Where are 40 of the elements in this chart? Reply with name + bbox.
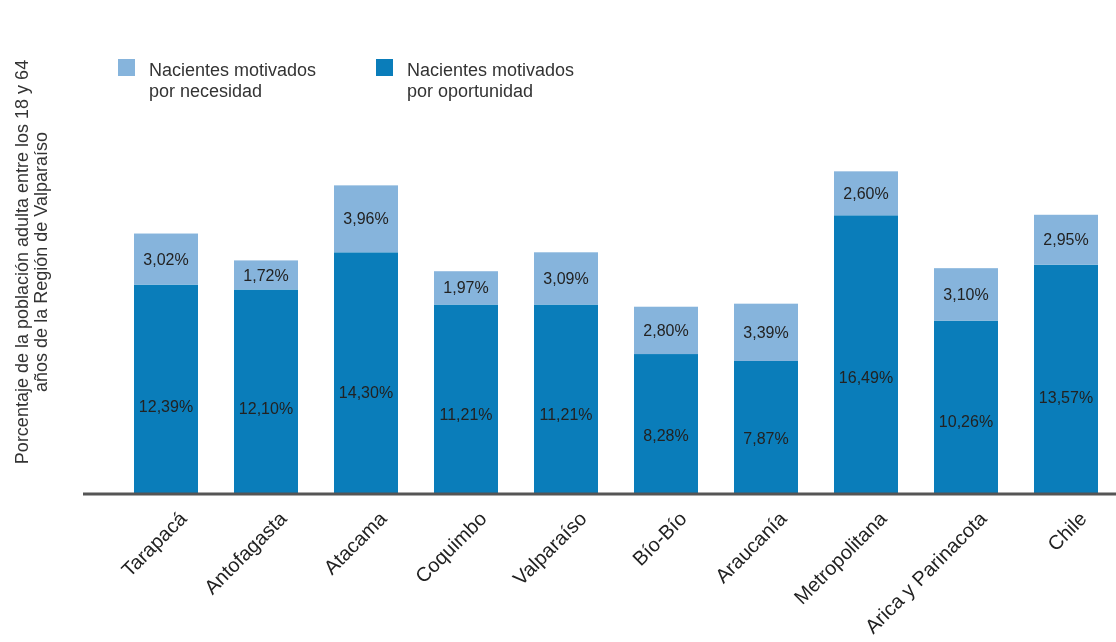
data-label: 2,95%: [1043, 231, 1089, 249]
y-axis-title: Porcentaje de la población adulta entre los 18 y 64 años de la Región de Valparaíso: [12, 59, 51, 465]
data-label: 3,96%: [343, 210, 389, 228]
bar: [234, 289, 298, 494]
bar: [134, 233, 198, 285]
data-label: 10,26%: [938, 412, 994, 430]
bar: [1034, 214, 1098, 265]
bar: [534, 304, 598, 494]
data-label: 3,10%: [943, 285, 989, 303]
data-label: 1,97%: [443, 279, 489, 297]
data-label: 14,30%: [338, 384, 394, 402]
bar: [734, 303, 798, 361]
bar: [334, 185, 398, 253]
data-label: 2,80%: [643, 321, 689, 339]
bar: [334, 252, 398, 494]
bar: [834, 215, 898, 494]
data-label: 7,87%: [743, 429, 789, 447]
data-label: 2,60%: [843, 184, 889, 202]
data-label: 1,72%: [243, 266, 289, 284]
bar: [534, 252, 598, 305]
bar: [934, 268, 998, 321]
bar: [1034, 264, 1098, 494]
bar: [134, 284, 198, 494]
data-label: 3,02%: [143, 250, 189, 268]
data-label: 12,39%: [138, 397, 194, 415]
legend-label: Nacientes motivados por necesidad: [149, 60, 317, 101]
data-label: 13,57%: [1038, 389, 1094, 407]
bar: [834, 171, 898, 216]
data-label: 12,10%: [238, 399, 294, 417]
data-label: 16,49%: [838, 368, 894, 386]
bar: [434, 304, 498, 494]
data-label: 11,21%: [539, 406, 593, 424]
legend-label: Nacientes motivados por oportunidad: [407, 60, 575, 101]
bar: [634, 354, 698, 494]
data-label: 11,21%: [439, 406, 493, 424]
data-label: 8,28%: [643, 426, 689, 444]
data-label: 3,09%: [543, 270, 589, 288]
data-label: 3,39%: [743, 323, 789, 341]
bar: [734, 360, 798, 494]
bar: [934, 320, 998, 494]
